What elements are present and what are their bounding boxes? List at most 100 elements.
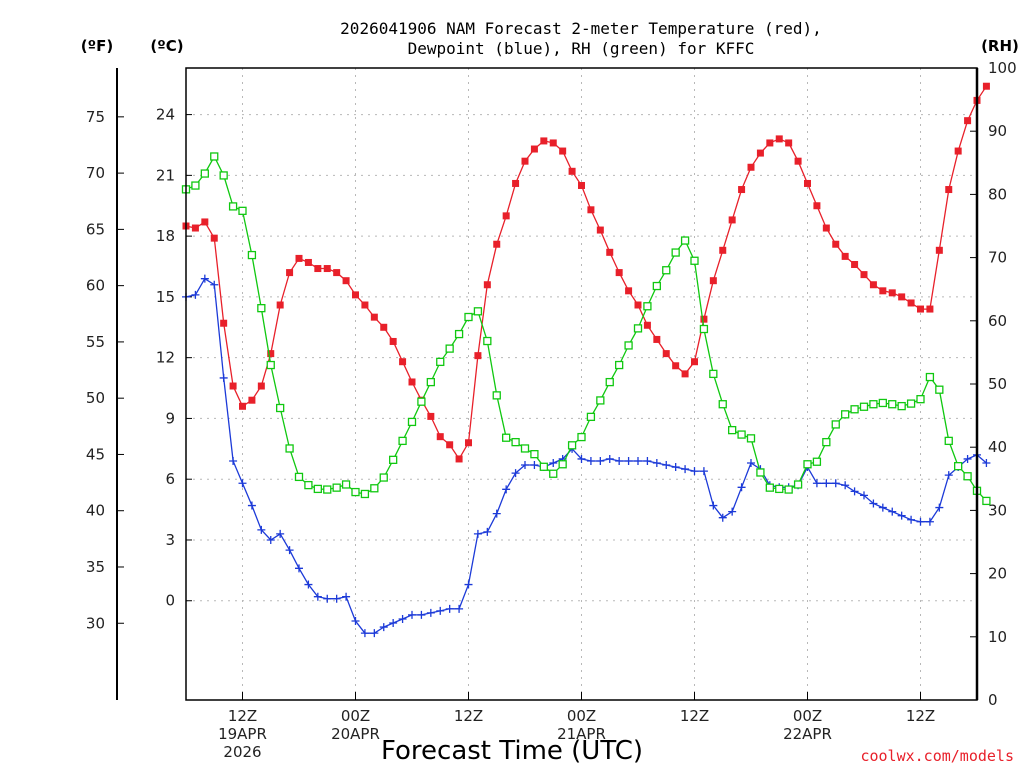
dewpoint-point [897, 511, 906, 520]
rh-point [454, 329, 464, 339]
rh-point [370, 484, 379, 493]
fahrenheit-tick-label: 75 [86, 108, 105, 126]
rh-point [398, 436, 407, 446]
temperature-point [634, 301, 642, 309]
rh-point [888, 400, 897, 409]
fahrenheit-tick-layer: 30 35 40 45 50 55 60 65 70 75 [86, 108, 124, 632]
temperature-point [662, 350, 670, 358]
celsius-tick-label: 21 [156, 166, 175, 184]
rh-point [643, 302, 652, 311]
rh-point [266, 360, 275, 370]
x-tick-label: 2026 [223, 743, 261, 761]
temperature-point [747, 163, 755, 171]
rh-tick-label: 20 [988, 565, 1007, 583]
dewpoint-line [185, 277, 987, 634]
rh-point [925, 372, 935, 382]
rh-point [492, 391, 501, 400]
rh-point [417, 397, 426, 406]
temperature-point [926, 305, 934, 313]
dewpoint-point [728, 507, 737, 516]
temperature-point [465, 439, 472, 447]
temperature-point [860, 271, 868, 279]
rh-point [389, 455, 398, 464]
dewpoint-point [332, 594, 341, 603]
rh-point [765, 483, 774, 492]
rh-point [869, 400, 878, 409]
temperature-point [191, 224, 199, 232]
rh-point [680, 236, 690, 245]
temperature-point [813, 202, 821, 210]
temperature-point [446, 441, 454, 449]
dewpoint-point [473, 529, 482, 538]
dewpoint-point [389, 619, 398, 628]
dewpoint-point [257, 525, 266, 534]
temperature-point [549, 139, 557, 147]
rh-point [567, 441, 577, 450]
rh-point [737, 430, 746, 439]
rh-tick-label: 50 [988, 375, 1007, 393]
rh-point [445, 344, 454, 353]
rh-point [624, 341, 633, 350]
celsius-tick-label: 0 [165, 592, 175, 610]
dewpoint-point [549, 459, 558, 467]
temperature-point [342, 277, 350, 285]
rh-point [341, 480, 351, 489]
rh-tick-label: 40 [988, 438, 1007, 456]
dewpoint-point [925, 517, 934, 526]
x-tick-label: 12Z [228, 707, 257, 725]
rh-point [379, 473, 388, 482]
temperature-point [804, 179, 811, 187]
rh-point [577, 432, 586, 442]
dewpoint-point [690, 467, 699, 476]
credit-text: coolwx.com/models [860, 747, 1014, 765]
rh-point [831, 420, 840, 429]
rh-point [586, 412, 596, 422]
temperature-point [568, 167, 576, 175]
chart-title-line1: 2026041906 NAM Forecast 2-meter Temperat… [340, 19, 822, 38]
rh-tick-label: 80 [988, 185, 1007, 203]
rh-point [323, 485, 332, 494]
rh-point [812, 457, 822, 466]
rh-point [464, 312, 473, 322]
temperature-point [229, 382, 237, 390]
fahrenheit-tick-label: 45 [86, 445, 105, 463]
celsius-tick-label: 6 [165, 470, 175, 488]
celsius-tick-layer: 0 3 6 9 12 15 18 21 24 [156, 106, 192, 610]
dewpoint-point [869, 499, 878, 508]
rh-point [822, 437, 831, 447]
rh-point [596, 396, 605, 405]
rh-point [699, 324, 709, 334]
rh-point [709, 369, 718, 379]
x-tick-label: 22APR [783, 725, 832, 743]
dewpoint-point [888, 507, 897, 516]
temperature-point [352, 291, 359, 299]
dewpoint-point [285, 546, 294, 555]
fahrenheit-tick-label: 65 [86, 220, 105, 238]
rh-point [191, 181, 200, 190]
dewpoint-point [907, 515, 916, 524]
dewpoint-point [445, 604, 454, 613]
dewpoint-point [841, 481, 850, 490]
dewpoint-point [577, 454, 586, 463]
temperature-point [898, 293, 906, 301]
x-tick-label: 19APR [218, 725, 267, 743]
temperature-point [615, 269, 623, 277]
rh-point [219, 171, 228, 180]
rh-point [483, 336, 492, 346]
rh-point [228, 202, 238, 211]
temperature-point [399, 358, 407, 366]
rh-point [859, 402, 869, 411]
rh-point [502, 433, 511, 442]
dewpoint-point [398, 614, 407, 623]
temperature-point [267, 350, 275, 358]
x-tick-label: 12Z [680, 707, 709, 725]
temperature-point [474, 352, 482, 360]
rh-tick-label: 30 [988, 501, 1007, 519]
dewpoint-point [850, 487, 859, 496]
temperature-point [304, 258, 312, 266]
rh-point [426, 377, 435, 387]
rh-point [916, 395, 925, 404]
temperature-point [408, 378, 416, 386]
rh-point [878, 398, 887, 408]
